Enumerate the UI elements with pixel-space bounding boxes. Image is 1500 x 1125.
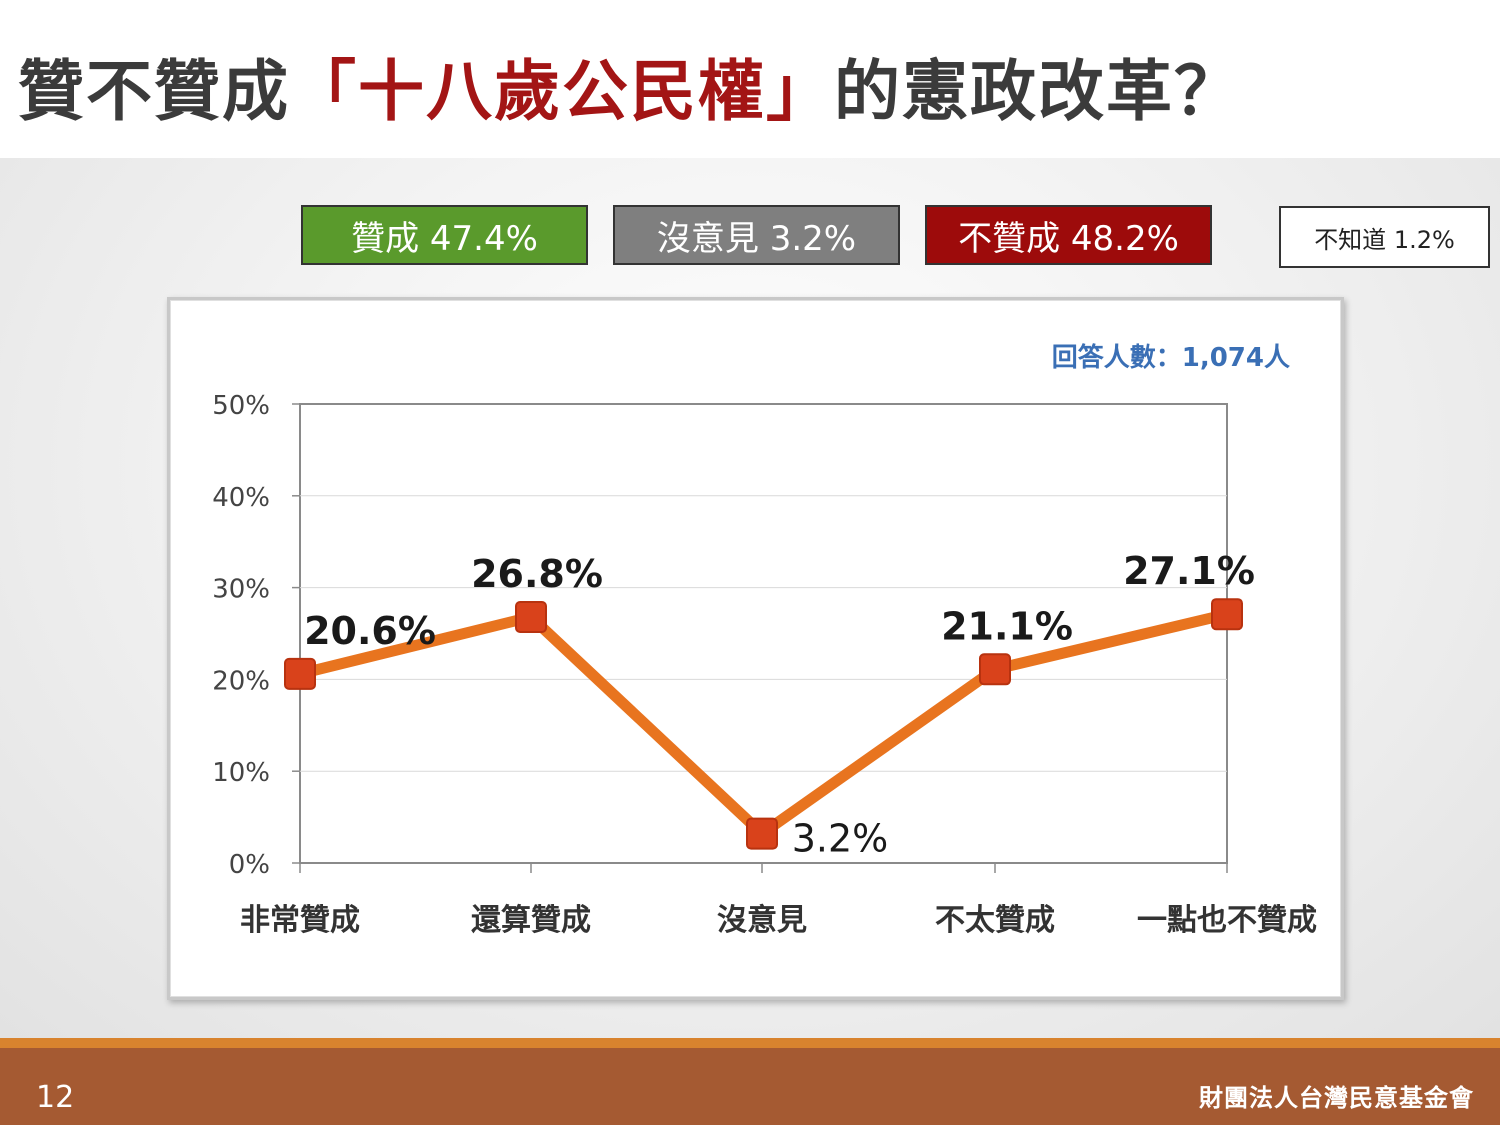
footer-bar: 12 財團法人台灣民意基金會	[0, 1038, 1500, 1125]
data-label: 20.6%	[304, 609, 436, 653]
y-tick-label: 0%	[229, 850, 270, 880]
data-point-marker	[1211, 598, 1243, 631]
y-tick-label: 20%	[212, 666, 270, 696]
summary-neutral-box: 沒意見 3.2%	[613, 205, 900, 265]
data-label: 3.2%	[792, 817, 889, 861]
data-point-marker	[979, 653, 1011, 686]
title-highlight: 「十八歲公民權」	[290, 53, 834, 130]
title-prefix: 贊不贊成	[18, 53, 290, 130]
data-label: 27.1%	[1123, 549, 1255, 593]
x-category-label: 沒意見	[717, 903, 807, 938]
x-category-label: 一點也不贊成	[1137, 903, 1317, 938]
y-tick-label: 50%	[212, 391, 270, 421]
page-title: 贊不贊成「十八歲公民權」的憲政改革？	[18, 38, 1242, 134]
summary-agree-box: 贊成 47.4%	[301, 205, 588, 265]
data-label: 21.1%	[941, 604, 1073, 648]
respondent-count-annotation: 回答人數：1,074人	[1052, 342, 1290, 373]
summary-disagree-box: 不贊成 48.2%	[925, 205, 1212, 265]
y-tick-label: 40%	[212, 483, 270, 513]
summary-unknown-box: 不知道 1.2%	[1279, 206, 1490, 268]
data-label: 26.8%	[471, 552, 603, 596]
x-category-label: 非常贊成	[240, 903, 360, 938]
data-point-marker	[515, 600, 547, 633]
organization-name: 財團法人台灣民意基金會	[1199, 1084, 1474, 1112]
title-suffix: 的憲政改革？	[834, 53, 1242, 130]
page-number: 12	[36, 1080, 75, 1115]
x-category-label: 不太贊成	[935, 903, 1055, 938]
title-bar: 贊不贊成「十八歲公民權」的憲政改革？	[0, 0, 1500, 158]
y-tick-label: 10%	[212, 758, 270, 788]
data-point-marker	[284, 657, 316, 690]
x-category-label: 還算贊成	[471, 903, 591, 938]
data-point-marker	[746, 817, 778, 850]
plot-area	[299, 403, 1228, 864]
y-tick-label: 30%	[212, 575, 270, 605]
